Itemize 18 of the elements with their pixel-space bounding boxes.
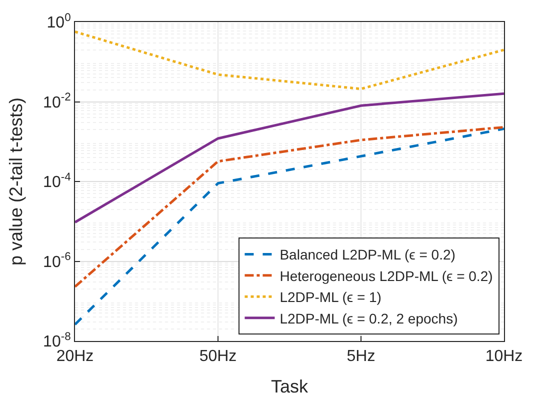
x-tick-label: 5Hz — [346, 348, 376, 366]
legend-label: Balanced L2DP-ML (ϵ = 0.2) — [280, 246, 456, 263]
x-tick-label: 20Hz — [56, 348, 94, 366]
y-tick-label: 10$^{-8}$ — [43, 330, 71, 351]
y-tick-label: 10$^{0}$ — [46, 12, 71, 32]
legend-label: L2DP-ML (ϵ = 0.2, 2 epochs) — [280, 310, 458, 326]
legend-label: Heterogeneous L2DP-ML (ϵ = 0.2) — [280, 268, 493, 284]
x-tick-label: 10Hz — [485, 348, 523, 366]
y-tick-label: 10$^{-6}$ — [43, 251, 71, 271]
line-series — [75, 128, 504, 326]
line-series — [75, 126, 504, 288]
line-series — [75, 30, 504, 90]
x-tick-label: 50Hz — [199, 348, 237, 366]
x-axis-title: Task — [270, 376, 310, 396]
y-tick-label: 10$^{-4}$ — [43, 171, 71, 192]
y-axis-title: p value (2-tail t-tests) — [6, 97, 26, 266]
y-tick-label: 10$^{-2}$ — [43, 92, 71, 112]
legend-label: L2DP-ML (ϵ = 1) — [280, 289, 382, 306]
